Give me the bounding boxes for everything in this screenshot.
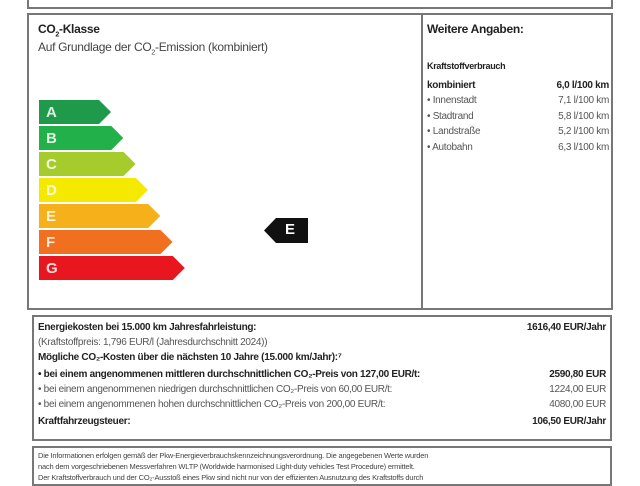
class-letter: E bbox=[46, 208, 57, 225]
legal-notice: Die Informationen erfolgen gemäß der Pkw… bbox=[32, 446, 612, 486]
class-bar-b: B bbox=[39, 126, 124, 150]
scenario-mid: • bei einem angenommenen mittleren durch… bbox=[38, 369, 606, 380]
class-letter: D bbox=[46, 182, 57, 199]
fuel-consumption-heading: Kraftstoffverbrauch bbox=[427, 61, 506, 71]
class-letter: G bbox=[46, 260, 58, 277]
co2-costs-heading: Mögliche CO₂-Kosten über die nächsten 10… bbox=[38, 352, 342, 363]
consumption-label: • Landstraße bbox=[427, 126, 481, 137]
class-bar-f: F bbox=[39, 230, 173, 254]
class-bar-e: E bbox=[39, 204, 161, 228]
scenario-high: • bei einem angenommenen hohen durchschn… bbox=[38, 399, 606, 410]
class-letter: B bbox=[46, 130, 57, 147]
class-bar-g: G bbox=[39, 256, 185, 280]
consumption-value: 5,2 l/100 km bbox=[558, 126, 609, 137]
class-letter: F bbox=[46, 234, 56, 251]
combined-label: kombiniert bbox=[427, 80, 476, 91]
class-bar-a: A bbox=[39, 100, 111, 124]
current-class-marker: E bbox=[264, 218, 308, 248]
divider bbox=[421, 15, 423, 308]
scenario-low: • bei einem angenommenen niedrigen durch… bbox=[38, 384, 606, 395]
consumption-value: 6,3 l/100 km bbox=[558, 141, 609, 153]
energy-costs-row: Energiekosten bei 15.000 km Jahresfahrle… bbox=[38, 322, 606, 333]
notice-line: Der Kraftstoffverbrauch und der CO₂-Auss… bbox=[38, 473, 424, 482]
co2-class-subtitle: Auf Grundlage der CO2-Emission (kombinie… bbox=[38, 40, 268, 57]
class-bar-c: C bbox=[39, 152, 136, 176]
class-letter: A bbox=[46, 104, 57, 121]
fuel-price: (Kraftstoffpreis: 1,796 EUR/l (Jahresdur… bbox=[38, 337, 268, 348]
consumption-value: 7,1 l/100 km bbox=[558, 95, 609, 106]
top-frame bbox=[27, 0, 613, 9]
vehicle-tax-row: Kraftfahrzeugsteuer: 106,50 EUR/Jahr bbox=[38, 416, 606, 427]
co2-class-panel: CO2-Klasse Auf Grundlage der CO2-Emissio… bbox=[27, 13, 613, 310]
costs-panel: Energiekosten bei 15.000 km Jahresfahrle… bbox=[32, 315, 612, 441]
consumption-label: • Stadtrand bbox=[427, 110, 474, 122]
class-bar-d: D bbox=[39, 178, 148, 202]
consumption-label: • Autobahn bbox=[427, 141, 473, 153]
co2-class-title: CO2-Klasse bbox=[38, 22, 100, 39]
consumption-value: 5,8 l/100 km bbox=[558, 110, 609, 122]
class-letter: C bbox=[46, 156, 57, 173]
combined-value: 6,0 l/100 km bbox=[556, 80, 609, 91]
notice-line: nach dem vorgeschriebenen Messverfahren … bbox=[38, 462, 415, 471]
further-title: Weitere Angaben: bbox=[427, 22, 524, 36]
notice-line: Die Informationen erfolgen gemäß der Pkw… bbox=[38, 451, 429, 460]
consumption-label: • Innenstadt bbox=[427, 95, 477, 106]
